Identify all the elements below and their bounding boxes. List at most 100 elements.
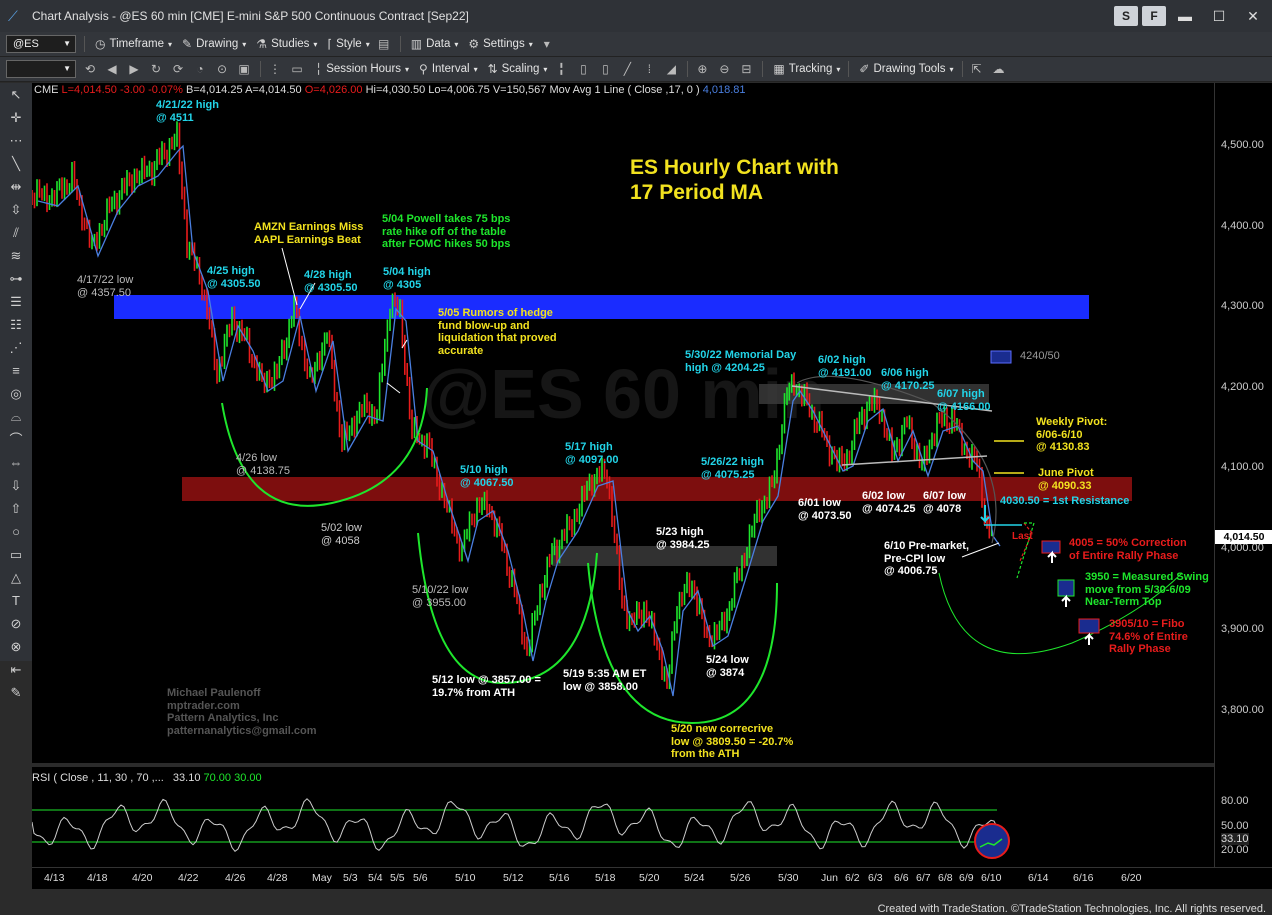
date-axis[interactable]: 4/13 4/18 4/20 4/22 4/26 4/28 May 5/3 5/4 5/5 5/6 5… xyxy=(32,867,1272,889)
channel-icon[interactable]: ⫽ xyxy=(13,225,19,240)
crosshair-icon[interactable]: ✛ xyxy=(10,110,22,125)
price-tick: 4,200.00 xyxy=(1221,381,1264,393)
title-bar: ⟋ Chart Analysis - @ES 60 min [CME] E-mi… xyxy=(0,0,1272,32)
arrow-down-icon[interactable]: ⇩ xyxy=(10,478,22,493)
tracking-menu[interactable]: ▦ Tracking ▾ xyxy=(773,62,841,76)
date-tick: 5/3 xyxy=(343,872,358,884)
rectangle-icon[interactable]: ▭ xyxy=(9,547,23,562)
feature-button[interactable]: F xyxy=(1142,6,1166,26)
rsi-tick: 80.00 xyxy=(1221,795,1249,807)
candle-hollow-icon[interactable]: ▯ xyxy=(602,62,609,76)
ruler-icon[interactable]: ⊶ xyxy=(9,271,23,286)
link-icon[interactable]: ⊙ xyxy=(216,62,228,76)
ellipse-icon[interactable]: ○ xyxy=(12,524,20,539)
chevron-down-icon[interactable]: ▼ xyxy=(63,64,71,73)
drawing-menu[interactable]: ✎ Drawing ▾ xyxy=(182,37,247,51)
date-tick: 4/18 xyxy=(87,872,108,884)
price-bars xyxy=(32,121,993,690)
bar-type-icon[interactable]: ╏ xyxy=(557,62,565,76)
style-menu[interactable]: ⌈ Style ▾ xyxy=(327,37,370,51)
fib-circle-icon[interactable]: ⌒ xyxy=(9,432,23,447)
annotation-6-07-high: 6/07 high @ 4166.00 xyxy=(937,388,991,413)
gann-fan-icon[interactable]: ⋰ xyxy=(9,340,23,355)
gear-icon: ⚙ xyxy=(468,37,480,51)
reload-icon[interactable]: ↻ xyxy=(150,62,162,76)
windows-icon[interactable]: ▭ xyxy=(291,62,303,76)
fib-retracement-icon[interactable]: ☰ xyxy=(10,294,22,309)
arc-icon[interactable]: ⌓ xyxy=(10,409,22,424)
zoom-in-icon[interactable]: ⊕ xyxy=(697,62,708,76)
overflow-icon[interactable]: ▾ xyxy=(543,37,550,51)
interval-input[interactable]: ▼ xyxy=(6,60,76,78)
copyright-text: Created with TradeStation. ©TradeStation… xyxy=(877,903,1266,915)
parallel-lines-icon[interactable]: ≋ xyxy=(10,248,22,263)
fib-time-icon[interactable]: ≡ xyxy=(12,363,20,378)
studies-menu[interactable]: ⚗ Studies ▾ xyxy=(256,37,318,51)
bracket-icon: ⌈ xyxy=(327,37,333,51)
chat-icon[interactable]: ☁ xyxy=(992,62,1005,76)
speed-lines-icon[interactable]: ⇔ xyxy=(9,455,23,470)
price-axis[interactable]: 4,500.00 4,400.00 4,300.00 4,200.00 4,10… xyxy=(1214,83,1272,867)
hide-icon[interactable]: ⊗ xyxy=(10,639,22,654)
arc-april-may xyxy=(221,387,428,507)
maximize-icon[interactable]: ☐ xyxy=(1212,8,1226,24)
zoom-out-icon[interactable]: ⊖ xyxy=(719,62,730,76)
refresh-icon[interactable]: ⟲ xyxy=(84,62,96,76)
rsi-tick: 50.00 xyxy=(1221,820,1249,832)
date-tick: 4/26 xyxy=(225,872,246,884)
area-icon[interactable]: ◢ xyxy=(666,62,676,76)
close-icon[interactable]: ✕ xyxy=(1247,8,1259,24)
symbol-info-line: CME L=4,014.50 -3.00 -0.07% B=4,014.25 A… xyxy=(34,84,746,96)
vertical-line-icon[interactable]: ⇳ xyxy=(10,202,22,217)
zone-3984 xyxy=(552,546,777,566)
drawing-tools-menu[interactable]: ✐ Drawing Tools ▾ xyxy=(859,62,954,76)
layout-icon[interactable]: ▤ xyxy=(378,37,390,51)
price-tick: 3,900.00 xyxy=(1221,623,1264,635)
session-hours-menu[interactable]: ╎ Session Hours ▾ xyxy=(315,62,410,76)
chevron-down-icon[interactable]: ▼ xyxy=(63,39,71,48)
dots-icon[interactable]: ⁞ xyxy=(647,62,652,76)
date-tick: 6/8 xyxy=(938,872,953,884)
arc-may-10-17 xyxy=(417,532,598,685)
minimize-icon[interactable]: ▬ xyxy=(1178,8,1192,24)
annotation-4-28-high: 4/28 high @ 4305.50 xyxy=(304,269,358,294)
price-tick: 4,500.00 xyxy=(1221,139,1264,151)
annotation-earnings: AMZN Earnings Miss AAPL Earnings Beat xyxy=(254,221,364,246)
annotation-5-12-low: 5/12 low @ 3857.00 = 19.7% from ATH xyxy=(432,674,541,699)
data-menu[interactable]: ▥ Data ▾ xyxy=(410,37,459,51)
horizontal-line-icon[interactable]: ⇹ xyxy=(10,179,22,194)
edit-icon[interactable]: ✎ xyxy=(10,685,22,700)
text-icon[interactable]: T xyxy=(12,593,20,608)
triangle-icon[interactable]: △ xyxy=(11,570,21,585)
cycle-icon[interactable]: ◎ xyxy=(10,386,22,401)
collapse-icon[interactable]: ⇤ xyxy=(10,662,22,677)
dots-icon[interactable]: ⋯ xyxy=(9,133,23,148)
settings-menu[interactable]: ⚙ Settings ▾ xyxy=(468,37,533,51)
arrow-up-icon[interactable]: ⇧ xyxy=(10,501,22,516)
timeframe-menu[interactable]: ◷ Timeframe ▾ xyxy=(95,37,173,51)
pointer-icon[interactable]: ↖ xyxy=(10,87,22,102)
history-icon[interactable]: ◔ xyxy=(196,62,204,76)
fit-icon[interactable]: ⊟ xyxy=(741,62,752,76)
symbol-link-button[interactable]: S xyxy=(1114,6,1138,26)
candle-icon[interactable]: ▯ xyxy=(580,62,587,76)
replay-icon[interactable]: ⟳ xyxy=(172,62,184,76)
snapshot-icon[interactable]: ▣ xyxy=(238,62,250,76)
scaling-menu[interactable]: ⇅ Scaling ▾ xyxy=(487,62,548,76)
symbol-input[interactable]: @ES ▼ xyxy=(6,35,76,53)
forward-icon[interactable]: ▶ xyxy=(129,62,139,76)
price-chart[interactable]: @ES 60 min xyxy=(32,83,1214,763)
back-icon[interactable]: ◀ xyxy=(107,62,117,76)
export-icon[interactable]: ⇱ xyxy=(971,62,982,76)
grid-icon[interactable]: ⋮ xyxy=(269,62,281,76)
rsi-pane[interactable]: RSI ( Close , 11, 30 , 70 ,... 33.10 70.… xyxy=(32,767,1214,867)
interval-menu[interactable]: ⚲ Interval ▾ xyxy=(419,62,478,76)
trendline-icon[interactable]: ╲ xyxy=(12,156,20,171)
fib-extension-icon[interactable]: ☷ xyxy=(10,317,22,332)
chart-watermark: @ES 60 min xyxy=(422,355,825,433)
price-tick: 4,100.00 xyxy=(1221,461,1264,473)
resistance-zone-4300 xyxy=(114,295,1089,319)
line-icon[interactable]: ╱ xyxy=(623,62,631,76)
lock-icon[interactable]: ⊘ xyxy=(10,616,22,631)
annotation-weekly-pivot: Weekly Pivot: 6/06-6/10 @ 4130.83 xyxy=(1036,416,1108,454)
